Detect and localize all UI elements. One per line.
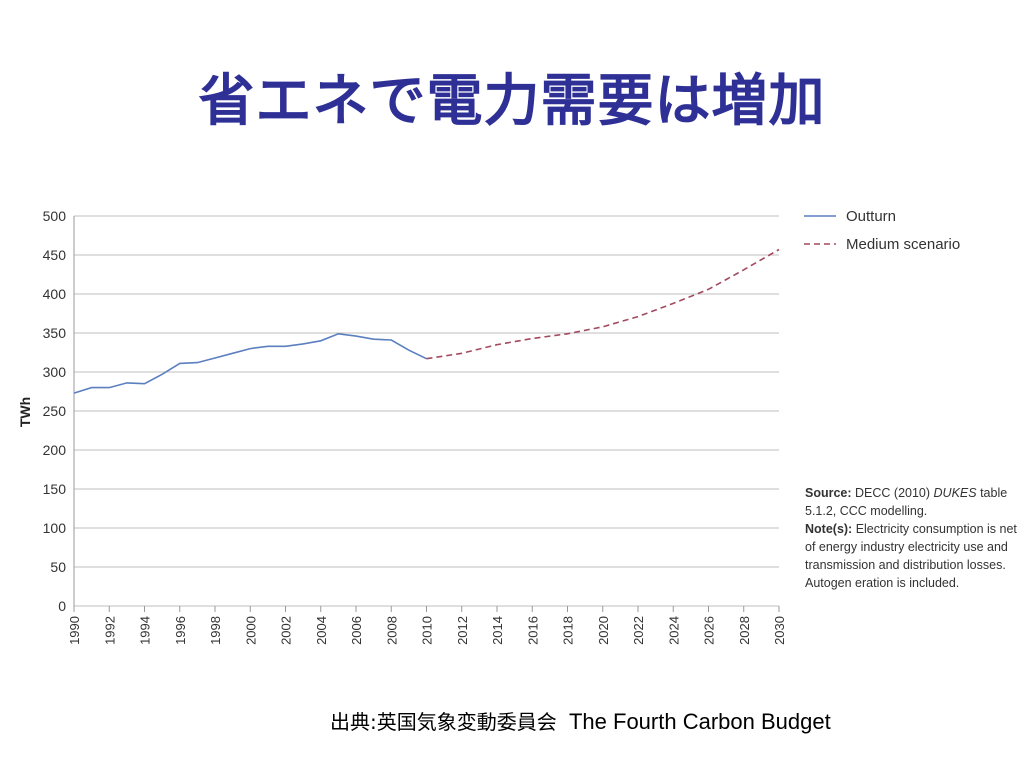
y-tick-label: 100 (43, 520, 67, 536)
y-tick-label: 400 (43, 286, 67, 302)
x-tick-label: 2020 (596, 616, 611, 645)
y-tick-label: 150 (43, 481, 67, 497)
y-tick-label: 350 (43, 325, 67, 341)
x-tick-label: 2006 (349, 616, 364, 645)
x-tick-label: 2008 (384, 616, 399, 645)
legend-label-medium-scenario: Medium scenario (846, 236, 960, 253)
x-tick-label: 2024 (666, 616, 681, 645)
x-tick-label: 2028 (737, 616, 752, 645)
x-tick-label: 1996 (173, 616, 188, 645)
legend-label-outturn: Outturn (846, 208, 896, 225)
credit-jp: 出典:英国気象変動委員会 (330, 710, 557, 734)
x-tick-label: 2026 (702, 616, 717, 645)
y-tick-label: 250 (43, 403, 67, 419)
x-tick-label: 1990 (67, 616, 82, 645)
x-tick-label: 1992 (102, 616, 117, 645)
y-tick-label: 0 (58, 598, 66, 614)
chart-source-note: Source: DECC (2010) DUKES table 5.1.2, C… (805, 484, 1017, 592)
x-tick-label: 1994 (138, 616, 153, 645)
x-axis-ticks: 1990 1992 1994 1996 1998 2000 2002 2004 2006 2008… (67, 616, 787, 645)
x-tick-label: 1998 (208, 616, 223, 645)
y-axis-label: TWh (17, 397, 33, 427)
slide-title: 省エネで電力需要は増加 (198, 69, 826, 134)
notes-text: Electricity consumption is net of energy… (805, 522, 1017, 590)
x-tick-label: 2030 (772, 616, 787, 645)
x-tick-label: 2000 (243, 616, 258, 645)
notes-label: Note(s): (805, 522, 853, 536)
y-tick-label: 450 (43, 247, 67, 263)
y-tick-label: 200 (43, 442, 67, 458)
y-axis-ticks: 0 50 100 150 200 250 300 350 400 450 500 (43, 208, 67, 614)
source-text: DECC (2010) (851, 486, 934, 500)
chart-gridlines (73, 215, 780, 612)
series-line-medium-scenario (426, 248, 780, 360)
x-tick-label: 2004 (314, 616, 329, 645)
x-tick-label: 2018 (561, 616, 576, 645)
x-tick-label: 2012 (455, 616, 470, 645)
x-tick-label: 2016 (525, 616, 540, 645)
chart-legend: Outturn Medium scenario (804, 208, 960, 253)
y-tick-label: 300 (43, 364, 67, 380)
x-tick-label: 2010 (420, 616, 435, 645)
x-tick-label: 2014 (490, 616, 505, 645)
chart-series (73, 248, 780, 394)
credit-en: The Fourth Carbon Budget (568, 709, 831, 734)
source-label: Source: (805, 486, 852, 500)
y-tick-label: 500 (43, 208, 67, 224)
y-tick-label: 50 (50, 559, 66, 575)
source-tail: table 5.1.2, CCC modelling. (805, 486, 1008, 518)
series-line-outturn (73, 332, 427, 394)
x-tick-label: 2002 (279, 616, 294, 645)
source-credit: 出典:英国気象変動委員会 The Fourth Carbon Budget (330, 706, 831, 735)
source-italic: DUKES (933, 486, 977, 500)
x-tick-label: 2022 (631, 616, 646, 645)
